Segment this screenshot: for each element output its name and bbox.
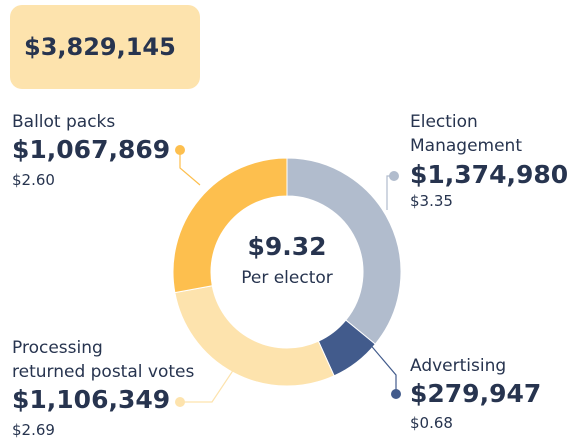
donut-segment xyxy=(174,285,335,387)
leader-line xyxy=(179,150,201,186)
leader-line xyxy=(386,175,394,210)
center-value: $9.32 xyxy=(247,232,327,261)
category-label: Advertising xyxy=(410,356,507,376)
donut-segment xyxy=(172,157,288,294)
leader-line xyxy=(350,341,397,394)
legend-dot xyxy=(389,171,399,181)
per-elector-label: $2.69 xyxy=(12,421,55,439)
value-label: $279,947 xyxy=(410,379,542,408)
per-elector-label: $2.60 xyxy=(12,171,55,189)
leader-line xyxy=(180,365,237,403)
total: $3,829,145 xyxy=(10,5,200,89)
legend-dot xyxy=(175,145,185,155)
per-elector-label: $0.68 xyxy=(410,414,453,432)
category-label: Ballot packs xyxy=(12,112,116,132)
category-label: Processing returned postal votes xyxy=(12,338,195,382)
per-elector-label: $3.35 xyxy=(410,192,453,210)
value-label: $1,106,349 xyxy=(12,385,171,414)
donut-segment xyxy=(286,157,402,345)
value-label: $1,067,869 xyxy=(12,135,171,164)
legend-dot xyxy=(391,389,401,399)
legend-dot xyxy=(175,397,185,407)
center-label: Per elector xyxy=(241,268,333,288)
value-label: $1,374,980 xyxy=(410,160,569,189)
category-label: Election Management xyxy=(410,112,522,156)
